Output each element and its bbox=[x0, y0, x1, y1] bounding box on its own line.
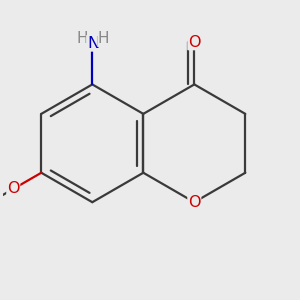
Text: H: H bbox=[76, 31, 88, 46]
Text: O: O bbox=[7, 182, 20, 196]
Text: O: O bbox=[188, 34, 201, 50]
Text: N: N bbox=[87, 36, 99, 51]
Text: O: O bbox=[188, 195, 201, 210]
Text: H: H bbox=[98, 31, 109, 46]
